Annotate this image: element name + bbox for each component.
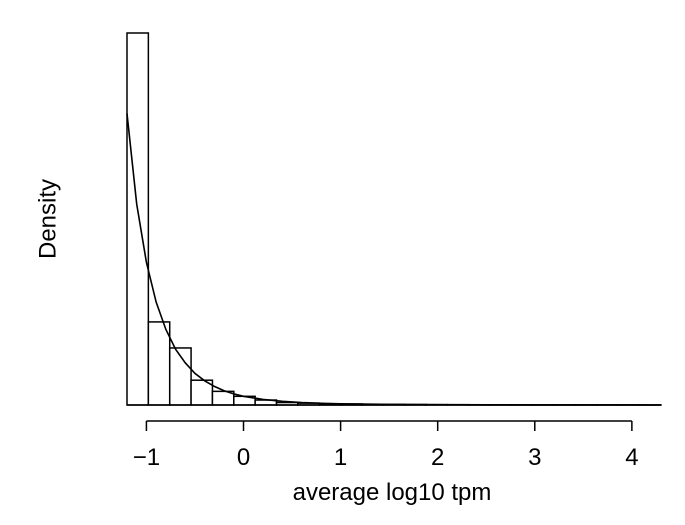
x-axis: −1 0 1 2 3 4 (133, 420, 639, 471)
x-tick-label: 1 (334, 444, 347, 471)
histogram-bar (147, 321, 171, 406)
histogram-bars (126, 32, 662, 406)
x-tick-label: −1 (133, 444, 160, 471)
x-tick-label: 4 (625, 444, 638, 471)
x-tick-label: 3 (528, 444, 541, 471)
y-axis-label: Density (34, 179, 61, 259)
histogram-bar (126, 32, 150, 406)
x-tick-label: 2 (431, 444, 444, 471)
x-axis-label: average log10 tpm (293, 479, 492, 506)
density-curve (126, 113, 662, 406)
x-tick-label: 0 (237, 444, 250, 471)
